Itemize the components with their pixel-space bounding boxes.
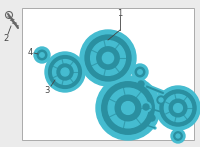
Circle shape — [61, 68, 69, 76]
Circle shape — [174, 132, 182, 140]
Circle shape — [141, 102, 151, 112]
Circle shape — [157, 96, 165, 104]
Circle shape — [108, 88, 148, 128]
Circle shape — [135, 82, 141, 88]
Circle shape — [37, 50, 47, 60]
Circle shape — [159, 98, 163, 102]
Text: 1: 1 — [117, 9, 123, 17]
Circle shape — [91, 41, 125, 75]
Circle shape — [53, 60, 77, 84]
Circle shape — [85, 35, 131, 81]
Circle shape — [164, 94, 192, 122]
Circle shape — [156, 86, 200, 130]
Circle shape — [169, 99, 187, 117]
Circle shape — [176, 134, 180, 138]
Circle shape — [102, 52, 114, 64]
Circle shape — [102, 82, 154, 134]
Circle shape — [171, 129, 185, 143]
Circle shape — [45, 52, 85, 92]
Circle shape — [147, 113, 157, 123]
Circle shape — [97, 47, 119, 69]
Circle shape — [57, 64, 73, 80]
Circle shape — [138, 70, 142, 74]
Circle shape — [138, 81, 144, 87]
Circle shape — [135, 67, 145, 77]
Circle shape — [133, 80, 143, 90]
Text: 3: 3 — [44, 86, 50, 95]
Circle shape — [149, 115, 155, 121]
Circle shape — [40, 53, 44, 57]
Circle shape — [160, 90, 196, 126]
Circle shape — [96, 76, 160, 140]
Circle shape — [155, 94, 167, 106]
Circle shape — [115, 95, 141, 121]
Circle shape — [132, 64, 148, 80]
Circle shape — [174, 104, 182, 112]
Circle shape — [34, 47, 50, 63]
Circle shape — [80, 30, 136, 86]
Circle shape — [136, 79, 146, 89]
Bar — [22, 8, 194, 140]
Text: 2: 2 — [3, 34, 9, 42]
Text: 4: 4 — [27, 47, 33, 56]
Circle shape — [49, 56, 81, 88]
Circle shape — [143, 104, 149, 110]
Circle shape — [122, 102, 134, 114]
